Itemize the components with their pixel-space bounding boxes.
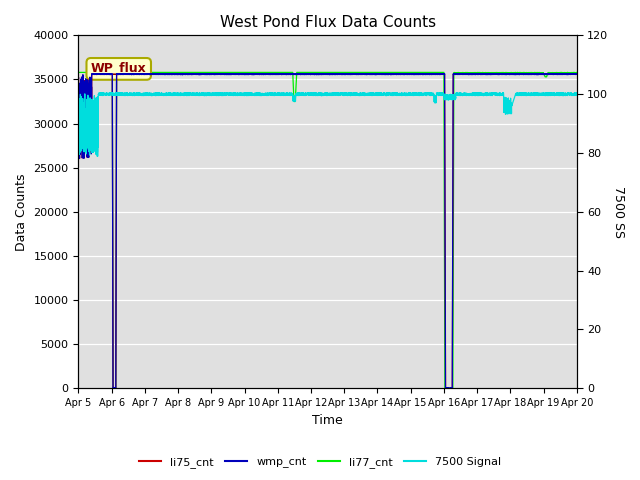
Title: West Pond Flux Data Counts: West Pond Flux Data Counts: [220, 15, 436, 30]
Y-axis label: Data Counts: Data Counts: [15, 173, 28, 251]
Text: WP_flux: WP_flux: [91, 62, 147, 75]
Legend: li75_cnt, wmp_cnt, li77_cnt, 7500 Signal: li75_cnt, wmp_cnt, li77_cnt, 7500 Signal: [135, 452, 505, 472]
X-axis label: Time: Time: [312, 414, 343, 427]
Y-axis label: 7500 SS: 7500 SS: [612, 186, 625, 238]
